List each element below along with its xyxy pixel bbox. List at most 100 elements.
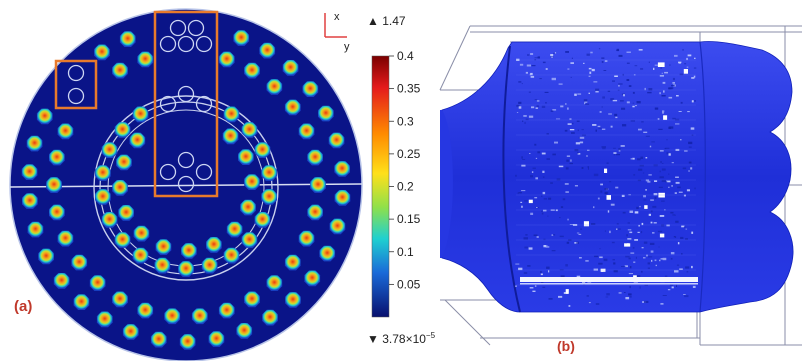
speckle xyxy=(687,54,692,57)
speckle xyxy=(627,229,632,231)
inlet-bulge xyxy=(440,110,453,258)
speckle xyxy=(614,113,618,117)
hotspot xyxy=(304,270,321,287)
speckle xyxy=(528,247,533,250)
speckle xyxy=(649,242,655,245)
speckle xyxy=(581,129,584,131)
speckle xyxy=(567,218,569,221)
speckle xyxy=(518,101,522,104)
speckle xyxy=(683,194,686,197)
speckle xyxy=(635,105,637,107)
speckle xyxy=(585,260,589,262)
speckle xyxy=(679,268,683,270)
speckle xyxy=(576,232,580,234)
speckle xyxy=(541,152,546,155)
speckle xyxy=(618,54,623,57)
speckle xyxy=(541,105,546,108)
speckle xyxy=(628,257,631,260)
speckle xyxy=(540,273,543,276)
speckle xyxy=(541,212,544,215)
speckle xyxy=(565,167,569,170)
speckle xyxy=(661,163,664,164)
speckle xyxy=(553,52,555,54)
speckle xyxy=(542,170,545,173)
speckle xyxy=(584,103,590,105)
speckle xyxy=(607,90,611,92)
speckle xyxy=(579,141,584,144)
speckle xyxy=(639,286,641,289)
speckle xyxy=(661,179,666,182)
speckle xyxy=(611,241,615,244)
hotspot xyxy=(218,302,235,319)
speckle xyxy=(547,215,549,217)
colorbar-tick-label: 0.25 xyxy=(397,147,421,161)
speckle xyxy=(638,128,642,131)
speckle xyxy=(593,268,598,271)
speckle xyxy=(524,246,528,249)
hotspot xyxy=(334,190,351,206)
speckle xyxy=(545,246,550,248)
speckle xyxy=(629,285,631,289)
speckle xyxy=(559,269,564,271)
speckle xyxy=(582,134,586,136)
speckle xyxy=(660,67,663,69)
speckle xyxy=(618,149,621,152)
colorbar: ▲ 1.47 0.4 0.35 0.3 0.25 0.2 0.15 0.1 0.05 ▼ 3.… xyxy=(367,14,436,346)
speckle xyxy=(567,107,569,110)
speckle xyxy=(605,296,609,298)
speckle xyxy=(627,238,632,240)
speckle xyxy=(535,177,538,180)
speckle xyxy=(595,88,600,91)
hotspot xyxy=(334,161,350,177)
speckle xyxy=(680,236,684,239)
speckle xyxy=(685,228,688,230)
speckle xyxy=(554,52,557,54)
speckle xyxy=(609,181,612,183)
speckle xyxy=(635,256,637,259)
speckle xyxy=(518,192,522,194)
speckle xyxy=(593,173,599,177)
speckle xyxy=(566,155,571,157)
speckle xyxy=(589,71,592,74)
speckle xyxy=(537,56,540,59)
colorbar-gradient xyxy=(371,55,390,318)
speckle xyxy=(672,77,675,81)
speckle xyxy=(630,120,635,122)
speckle xyxy=(621,266,626,267)
speckle xyxy=(622,211,626,214)
speckle xyxy=(578,233,582,235)
hotspot xyxy=(223,106,240,123)
speckle xyxy=(569,162,573,165)
speckle xyxy=(652,232,655,234)
colorbar-min-base: ▼ 3.78×10 xyxy=(367,332,426,346)
speckle xyxy=(683,294,686,295)
speckle xyxy=(694,187,696,190)
speckle xyxy=(691,100,694,103)
speckle xyxy=(545,68,548,70)
speckle xyxy=(576,241,579,244)
speckle xyxy=(685,238,688,240)
hotspot xyxy=(150,331,167,348)
speckle xyxy=(620,100,624,102)
speckle xyxy=(643,131,648,133)
hotspot xyxy=(241,232,258,248)
speckle xyxy=(536,100,540,102)
speckle xyxy=(636,206,639,210)
speckle xyxy=(648,174,652,176)
hotspot xyxy=(71,254,88,271)
speckle xyxy=(566,159,569,162)
hotspot xyxy=(307,149,323,166)
speckle xyxy=(643,195,646,198)
speckle xyxy=(638,224,640,227)
speckle xyxy=(613,154,615,156)
highlight-box-left xyxy=(54,59,98,110)
speckle xyxy=(654,107,659,110)
hotspot xyxy=(132,247,149,264)
speckle xyxy=(528,115,534,118)
speckle xyxy=(535,107,538,109)
speckle xyxy=(551,234,554,236)
hotspot xyxy=(73,294,90,310)
hotspot xyxy=(298,230,315,247)
hotspot xyxy=(241,122,258,138)
bubble xyxy=(583,221,589,227)
